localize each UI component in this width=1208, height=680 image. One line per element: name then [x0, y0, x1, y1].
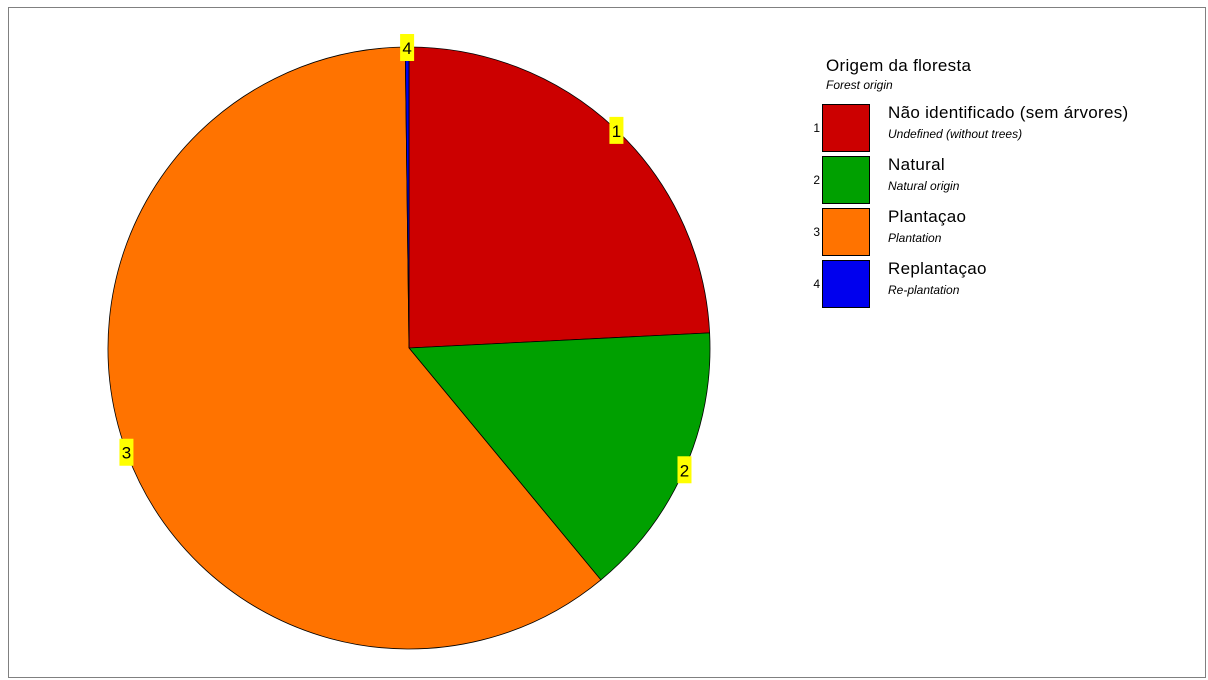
slice-label-text: 3 — [122, 444, 131, 463]
legend-sublabel: Natural origin — [888, 179, 960, 193]
legend-item-2: 2 Natural Natural origin — [813, 155, 1206, 208]
legend-label: Natural — [888, 155, 945, 174]
legend-item-1: 1 Não identificado (sem árvores) Undefin… — [813, 103, 1206, 156]
legend-label: Plantaçao — [888, 207, 967, 226]
legend-label: Replantaçao — [888, 259, 987, 278]
slice-label-4: 4 — [400, 34, 415, 62]
legend-sublabel: Plantation — [888, 231, 942, 245]
legend: Origem da floresta Forest origin 1 Não i… — [813, 56, 1206, 312]
legend-label: Não identificado (sem árvores) — [888, 103, 1129, 122]
legend-swatch — [822, 208, 870, 256]
pie-slices — [107, 46, 711, 650]
legend-swatch — [822, 156, 870, 204]
legend-item-3: 3 Plantaçao Plantation — [813, 207, 1206, 260]
legend-swatch — [822, 104, 870, 152]
chart-frame: 1 2 3 4 Origem da floresta Forest origin 1 … — [8, 7, 1206, 678]
legend-swatch — [822, 260, 870, 308]
legend-item-4: 4 Replantaçao Re-plantation — [813, 259, 1206, 312]
legend-subtitle: Forest origin — [826, 78, 893, 92]
pie-slice-1 — [408, 46, 711, 349]
slice-label-2: 2 — [677, 456, 692, 484]
slice-label-text: 1 — [612, 122, 621, 141]
legend-number: 3 — [813, 225, 820, 239]
legend-number: 4 — [813, 277, 820, 291]
legend-items: 1 Não identificado (sem árvores) Undefin… — [813, 103, 1206, 312]
slice-label-1: 1 — [609, 116, 624, 144]
slice-label-text: 2 — [680, 461, 689, 480]
legend-sublabel: Undefined (without trees) — [888, 127, 1023, 141]
slice-label-box — [400, 34, 415, 62]
slice-label-3: 3 — [119, 438, 134, 466]
pie-chart: 1 2 3 4 — [107, 34, 711, 650]
slice-label-box — [119, 438, 134, 466]
slice-label-box — [677, 456, 692, 484]
slice-label-box — [609, 116, 624, 144]
legend-number: 1 — [813, 121, 820, 135]
legend-number: 2 — [813, 173, 820, 187]
legend-title: Origem da floresta — [826, 56, 972, 75]
slice-label-text: 4 — [402, 39, 411, 58]
pie-labels: 1 2 3 4 — [119, 34, 692, 484]
legend-sublabel: Re-plantation — [888, 283, 960, 297]
